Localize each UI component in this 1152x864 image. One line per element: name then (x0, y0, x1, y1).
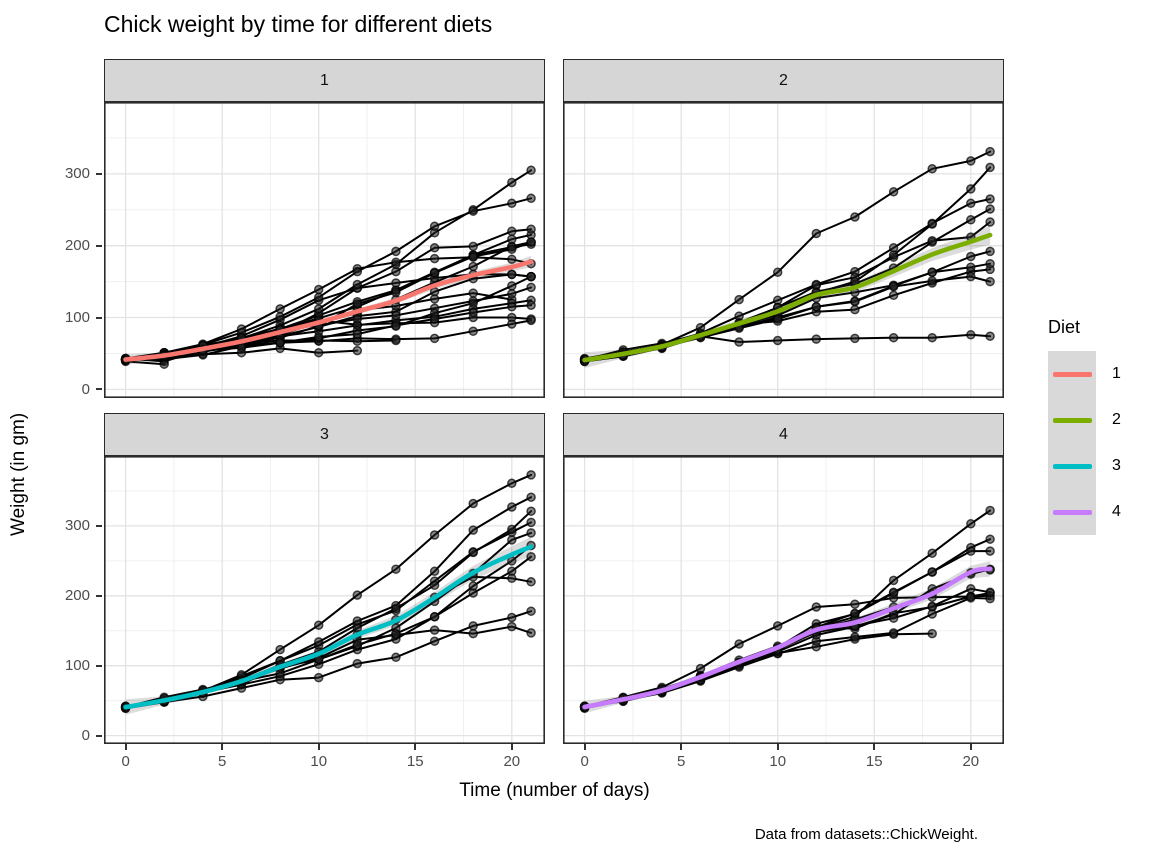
facet-strip-label: 2 (779, 71, 788, 89)
legend-entry-1: 1 (1048, 351, 1121, 397)
x-tick-label: 0 (580, 753, 589, 770)
legend-line-icon (1052, 463, 1092, 469)
x-axis-tick (873, 744, 876, 750)
legend-keys: 1 2 3 4 (1048, 351, 1121, 535)
x-tick-label: 5 (676, 753, 686, 770)
facet-panel-2 (563, 102, 1004, 398)
x-axis-tick (776, 744, 779, 750)
y-tick-label: 100 (64, 657, 90, 675)
legend-entry-2: 2 (1048, 397, 1121, 443)
x-axis-tick (510, 744, 513, 750)
x-axis-tick (221, 744, 224, 750)
chart-caption: Data from datasets::ChickWeight. (754, 826, 978, 843)
x-axis-tick (680, 744, 683, 750)
legend-line-icon (1052, 371, 1092, 377)
y-tick-label: 200 (64, 587, 90, 605)
x-tick-label: 10 (310, 753, 328, 770)
legend-key-swatch (1048, 489, 1096, 535)
facet-panel-1 (104, 102, 545, 398)
legend-entry-label: 1 (1112, 365, 1121, 382)
chart-title: Chick weight by time for different diets (104, 11, 493, 37)
y-axis-title: Weight (in gm) (8, 412, 29, 536)
y-tick-label: 300 (64, 517, 90, 535)
y-tick-label: 200 (64, 237, 90, 255)
legend-entry-4: 4 (1048, 489, 1121, 535)
x-tick-label: 5 (217, 753, 227, 770)
x-axis-tick (414, 744, 417, 750)
x-tick-label: 20 (503, 753, 521, 770)
legend-entry-label: 3 (1112, 457, 1121, 474)
y-axis-tick (96, 524, 102, 527)
legend-entry-3: 3 (1048, 443, 1121, 489)
x-tick-label: 20 (962, 753, 980, 770)
legend-line-icon (1052, 417, 1092, 423)
facet-strip-label: 4 (779, 425, 788, 443)
x-axis-tick (583, 744, 586, 750)
y-tick-label: 100 (64, 309, 90, 327)
facet-panel-3 (104, 456, 545, 744)
facet-strip-1: 1 (104, 59, 545, 102)
legend-key-swatch (1048, 397, 1096, 443)
y-axis-tick (96, 664, 102, 667)
legend-entry-label: 4 (1112, 503, 1121, 520)
y-axis-tick (96, 316, 102, 319)
y-axis-tick (96, 244, 102, 247)
facet-strip-label: 3 (320, 425, 329, 443)
x-tick-label: 15 (865, 753, 883, 770)
y-axis-tick (96, 172, 102, 175)
y-tick-label: 300 (64, 165, 90, 183)
legend-line-icon (1052, 509, 1092, 515)
x-axis-tick (124, 744, 127, 750)
legend-title: Diet (1048, 317, 1081, 337)
x-tick-label: 0 (121, 753, 130, 770)
facet-strip-4: 4 (563, 413, 1004, 456)
x-axis-tick (317, 744, 320, 750)
x-axis-tick (969, 744, 972, 750)
facet-strip-label: 1 (320, 71, 329, 89)
x-tick-label: 15 (406, 753, 424, 770)
x-tick-label: 10 (769, 753, 787, 770)
legend-key-swatch (1048, 351, 1096, 397)
y-axis-tick (96, 594, 102, 597)
facet-strip-3: 3 (104, 413, 545, 456)
y-axis-tick (96, 388, 102, 391)
y-tick-label: 0 (81, 380, 90, 398)
legend: Diet 1 2 3 4 (1048, 317, 1121, 535)
facet-panel-4 (563, 456, 1004, 744)
y-tick-label: 0 (81, 727, 90, 745)
facet-strip-2: 2 (563, 59, 1004, 102)
y-axis-tick (96, 734, 102, 737)
legend-key-swatch (1048, 443, 1096, 489)
x-axis-title: Time (number of days) (459, 780, 650, 801)
legend-entry-label: 2 (1112, 411, 1121, 428)
